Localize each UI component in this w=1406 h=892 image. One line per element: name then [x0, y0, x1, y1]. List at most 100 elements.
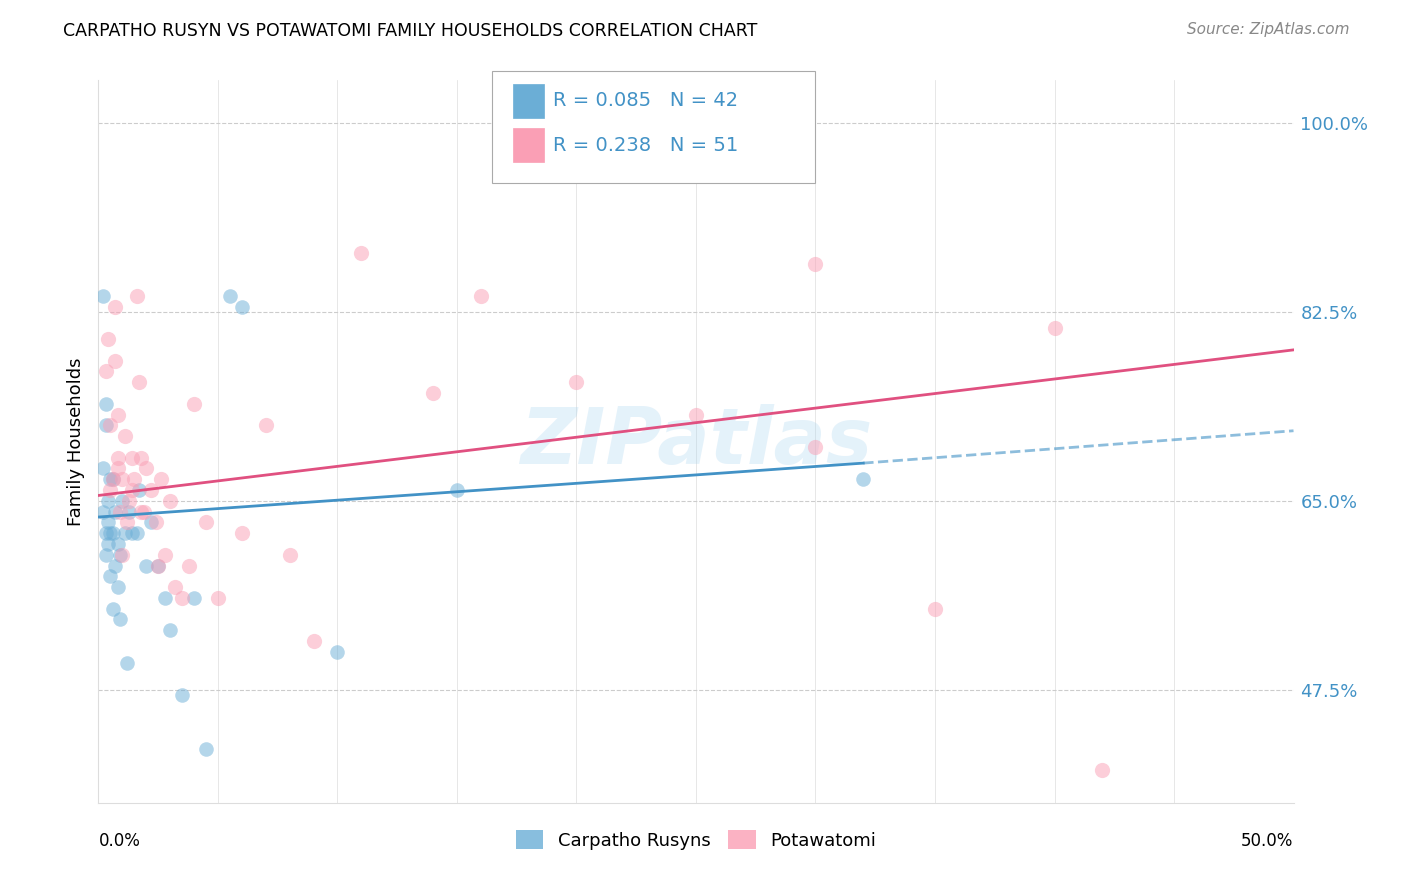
Point	[149, 472, 172, 486]
Point	[107, 580, 129, 594]
Point	[98, 418, 122, 433]
Point	[135, 558, 157, 573]
Point	[145, 516, 167, 530]
Point	[159, 624, 181, 638]
Point	[107, 461, 129, 475]
Point	[104, 353, 127, 368]
Point	[97, 537, 120, 551]
Point	[114, 526, 136, 541]
Point	[231, 526, 253, 541]
Point	[219, 289, 242, 303]
Point	[115, 516, 138, 530]
Point	[101, 472, 124, 486]
Point	[94, 418, 117, 433]
Point	[108, 548, 131, 562]
Point	[101, 601, 124, 615]
Point	[104, 558, 127, 573]
Text: R = 0.238   N = 51: R = 0.238 N = 51	[553, 136, 738, 155]
Text: 0.0%: 0.0%	[98, 831, 141, 850]
Text: 50.0%: 50.0%	[1241, 831, 1294, 850]
Point	[114, 429, 136, 443]
Point	[94, 548, 117, 562]
Point	[131, 450, 153, 465]
Point	[804, 440, 827, 454]
Point	[139, 483, 162, 497]
Point	[104, 505, 127, 519]
Point	[179, 558, 201, 573]
Point	[101, 472, 124, 486]
Point	[132, 505, 155, 519]
Point	[470, 289, 492, 303]
Point	[135, 461, 157, 475]
Point	[108, 505, 131, 519]
Point	[350, 245, 373, 260]
Point	[91, 461, 114, 475]
Point	[111, 472, 134, 486]
Point	[128, 483, 150, 497]
Point	[101, 526, 124, 541]
Point	[207, 591, 229, 605]
Point	[111, 493, 134, 508]
Point	[94, 364, 117, 378]
Point	[97, 516, 120, 530]
Point	[852, 472, 875, 486]
Point	[326, 645, 349, 659]
Point	[172, 688, 194, 702]
Point	[131, 505, 153, 519]
Point	[254, 418, 277, 433]
Point	[111, 548, 134, 562]
Point	[97, 493, 120, 508]
Point	[125, 526, 148, 541]
Point	[446, 483, 468, 497]
Point	[183, 591, 205, 605]
Point	[155, 548, 177, 562]
Point	[565, 376, 588, 390]
Point	[155, 591, 177, 605]
Text: R = 0.085   N = 42: R = 0.085 N = 42	[553, 91, 738, 111]
Point	[94, 526, 117, 541]
Point	[107, 408, 129, 422]
Point	[98, 483, 122, 497]
Point	[115, 656, 138, 670]
Legend: Carpatho Rusyns, Potawatomi: Carpatho Rusyns, Potawatomi	[508, 822, 884, 859]
Point	[98, 569, 122, 583]
Point	[685, 408, 707, 422]
Point	[124, 472, 146, 486]
Point	[422, 386, 444, 401]
Text: Source: ZipAtlas.com: Source: ZipAtlas.com	[1187, 22, 1350, 37]
Point	[118, 505, 141, 519]
Point	[159, 493, 181, 508]
Point	[195, 516, 218, 530]
Point	[148, 558, 170, 573]
Point	[302, 634, 325, 648]
Point	[121, 450, 143, 465]
Point	[139, 516, 162, 530]
Y-axis label: Family Households: Family Households	[66, 358, 84, 525]
Point	[231, 300, 253, 314]
Point	[924, 601, 946, 615]
Point	[118, 493, 141, 508]
Text: ZIPatlas: ZIPatlas	[520, 403, 872, 480]
Point	[1043, 321, 1066, 335]
Point	[172, 591, 194, 605]
Text: CARPATHO RUSYN VS POTAWATOMI FAMILY HOUSEHOLDS CORRELATION CHART: CARPATHO RUSYN VS POTAWATOMI FAMILY HOUS…	[63, 22, 758, 40]
Point	[121, 483, 143, 497]
Point	[195, 742, 218, 756]
Point	[107, 537, 129, 551]
Point	[91, 505, 114, 519]
Point	[804, 257, 827, 271]
Point	[108, 612, 131, 626]
Point	[278, 548, 301, 562]
Point	[97, 332, 120, 346]
Point	[163, 580, 186, 594]
Point	[128, 376, 150, 390]
Point	[98, 472, 122, 486]
Point	[183, 397, 205, 411]
Point	[107, 450, 129, 465]
Point	[91, 289, 114, 303]
Point	[1091, 764, 1114, 778]
Point	[125, 289, 148, 303]
Point	[94, 397, 117, 411]
Point	[148, 558, 170, 573]
Point	[98, 526, 122, 541]
